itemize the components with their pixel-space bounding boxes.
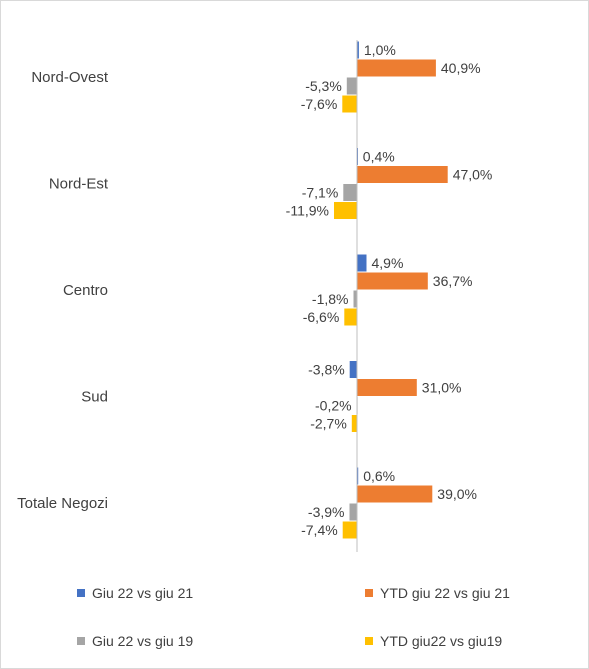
- legend-item-ytd-giu22-vs-giu19: YTD giu22 vs giu19: [365, 633, 502, 649]
- data-label-nord-ovest-giu-22-vs-giu-19: -5,3%: [305, 78, 342, 94]
- data-label-sud-ytd-giu-22-vs-giu-21: 31,0%: [422, 380, 462, 396]
- data-label-nord-ovest-giu-22-vs-giu-21: 1,0%: [364, 42, 396, 58]
- bar-nord-est-ytd-giu-22-vs-giu-21: [357, 166, 448, 183]
- bar-totale-negozi-giu-22-vs-giu-21: [357, 467, 359, 485]
- bar-nord-ovest-ytd-giu-22-vs-giu-21: [357, 59, 436, 77]
- legend: Giu 22 vs giu 21 YTD giu 22 vs giu 21 Gi…: [0, 570, 589, 669]
- data-label-nord-est-giu-22-vs-giu-19: -7,1%: [302, 185, 339, 201]
- bar-totale-negozi-ytd-giu-22-vs-giu-21: [357, 485, 433, 503]
- data-label-sud-giu-22-vs-giu-21: -3,8%: [308, 362, 345, 378]
- bar-centro-giu-22-vs-giu-21: [357, 254, 367, 272]
- legend-label-giu22-vs-giu21: Giu 22 vs giu 21: [92, 585, 194, 601]
- data-label-nord-est-ytd-giu22-vs-giu19: -11,9%: [286, 203, 329, 219]
- data-label-centro-giu-22-vs-giu-19: -1,8%: [312, 291, 349, 307]
- legend-item-ytd-giu22-vs-giu21: YTD giu 22 vs giu 21: [365, 585, 510, 601]
- data-label-nord-ovest-ytd-giu-22-vs-giu-21: 40,9%: [441, 60, 481, 76]
- data-label-totale-negozi-ytd-giu-22-vs-giu-21: 39,0%: [437, 486, 477, 502]
- data-label-nord-est-giu-22-vs-giu-21: 0,4%: [363, 149, 395, 165]
- category-label-centro: Centro: [63, 282, 108, 299]
- data-label-totale-negozi-giu-22-vs-giu-19: -3,9%: [308, 504, 345, 520]
- bar-nord-ovest-ytd-giu22-vs-giu19: [342, 95, 357, 113]
- bar-nord-est-giu-22-vs-giu-19: [343, 184, 357, 201]
- legend-swatch-giu22-vs-giu19: [77, 637, 85, 645]
- data-label-nord-ovest-ytd-giu22-vs-giu19: -7,6%: [301, 96, 338, 112]
- bar-centro-giu-22-vs-giu-19: [353, 290, 357, 308]
- legend-swatch-ytd-giu22-vs-giu21: [365, 589, 373, 597]
- bar-totale-negozi-ytd-giu22-vs-giu19: [342, 521, 357, 539]
- legend-item-giu22-vs-giu19: Giu 22 vs giu 19: [77, 633, 193, 649]
- data-label-sud-giu-22-vs-giu-19: -0,2%: [315, 398, 352, 414]
- bar-totale-negozi-giu-22-vs-giu-19: [349, 503, 357, 521]
- category-label-nord-est: Nord-Est: [49, 176, 109, 193]
- bar-nord-est-ytd-giu22-vs-giu19: [334, 202, 357, 219]
- bar-centro-ytd-giu-22-vs-giu-21: [357, 272, 428, 290]
- data-label-totale-negozi-giu-22-vs-giu-21: 0,6%: [363, 468, 395, 484]
- legend-swatch-giu22-vs-giu21: [77, 589, 85, 597]
- category-label-nord-ovest: Nord-Ovest: [31, 69, 109, 86]
- bar-nord-ovest-giu-22-vs-giu-21: [357, 41, 359, 59]
- category-label-totale-negozi: Totale Negozi: [17, 495, 108, 512]
- bar-nord-ovest-giu-22-vs-giu-19: [346, 77, 357, 95]
- data-label-centro-ytd-giu-22-vs-giu-21: 36,7%: [433, 273, 473, 289]
- data-label-totale-negozi-ytd-giu22-vs-giu19: -7,4%: [301, 522, 338, 538]
- category-label-sud: Sud: [81, 389, 108, 406]
- legend-item-giu22-vs-giu21: Giu 22 vs giu 21: [77, 585, 193, 601]
- data-label-centro-giu-22-vs-giu-21: 4,9%: [372, 255, 404, 271]
- legend-swatch-ytd-giu22-vs-giu19: [365, 637, 373, 645]
- data-label-nord-est-ytd-giu-22-vs-giu-21: 47,0%: [453, 167, 493, 183]
- bar-sud-giu-22-vs-giu-21: [349, 361, 357, 378]
- legend-label-ytd-giu22-vs-giu19: YTD giu22 vs giu19: [380, 633, 503, 649]
- bar-centro-ytd-giu22-vs-giu19: [344, 308, 357, 326]
- bar-sud-ytd-giu-22-vs-giu-21: [357, 379, 417, 396]
- legend-label-giu22-vs-giu19: Giu 22 vs giu 19: [92, 633, 194, 649]
- data-label-sud-ytd-giu22-vs-giu19: -2,7%: [310, 416, 347, 432]
- data-label-centro-ytd-giu22-vs-giu19: -6,6%: [303, 309, 340, 325]
- legend-label-ytd-giu22-vs-giu21: YTD giu 22 vs giu 21: [380, 585, 510, 601]
- bar-sud-ytd-giu22-vs-giu19: [351, 415, 357, 432]
